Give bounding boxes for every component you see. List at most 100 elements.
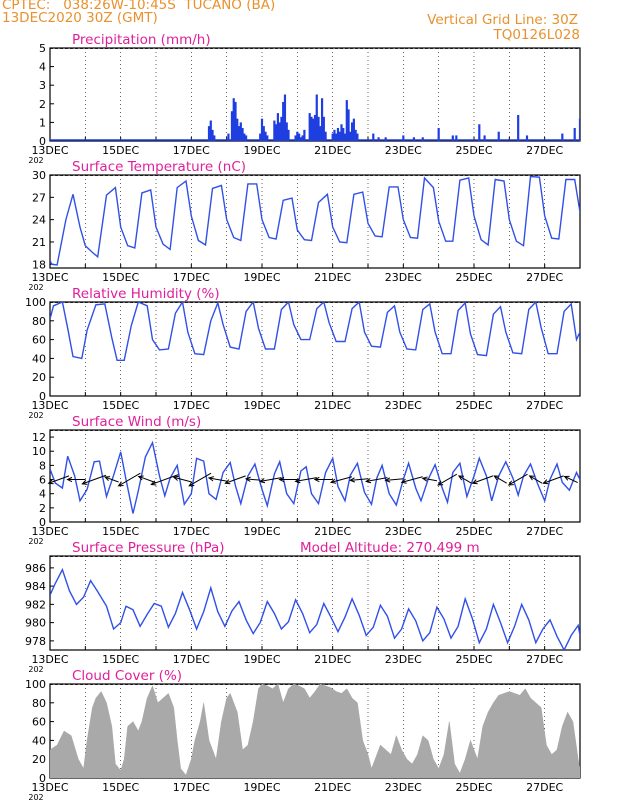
cloud-xtick-label: 19DEC xyxy=(243,781,280,794)
rh-xtick-label: 15DEC xyxy=(102,399,139,412)
wind-arrow-shaft xyxy=(508,473,528,486)
precip-bar xyxy=(236,118,239,141)
precip-bar xyxy=(207,126,211,141)
precip-ytick-label: 3 xyxy=(39,79,46,92)
wind-year-fragment: 202 xyxy=(28,537,43,546)
precip-bar xyxy=(296,131,299,141)
wind-arrow-shaft xyxy=(225,475,246,484)
precip-bar xyxy=(317,116,320,141)
precip-bar xyxy=(310,116,313,141)
rh-frame xyxy=(49,301,581,397)
precip-bar xyxy=(372,133,375,141)
precip-bar xyxy=(287,129,290,141)
precip-ytick-label: 2 xyxy=(39,98,46,111)
precip-xtick-label: 25DEC xyxy=(455,144,492,157)
wind-arrow-head xyxy=(66,476,73,483)
precip-xtick-label: 17DEC xyxy=(173,144,210,157)
temp-frame xyxy=(49,174,581,269)
rh-ytick-label: 40 xyxy=(32,352,46,365)
precip-bar xyxy=(402,135,405,141)
wind-arrow-shaft xyxy=(564,476,578,484)
precip-bar xyxy=(276,113,279,141)
precip-year-fragment: 202 xyxy=(28,156,43,165)
wind-arrow-head xyxy=(81,479,88,485)
wind-arrow-shaft xyxy=(104,476,119,483)
precip-bar xyxy=(578,118,580,141)
rh-xtick-label: 23DEC xyxy=(385,399,422,412)
precip-bar xyxy=(343,133,347,141)
wind-ytick-label: 6 xyxy=(39,474,46,487)
precip-bar xyxy=(243,133,246,141)
wind-arrow-head xyxy=(259,478,266,484)
wind-arrow-head xyxy=(507,480,514,486)
wind-frame xyxy=(49,429,581,523)
precip-bar xyxy=(227,133,230,141)
temp-ytick-label: 18 xyxy=(32,258,46,271)
wind-arrow-shaft xyxy=(330,476,353,483)
precip-bar xyxy=(280,116,283,141)
wind-arrow-head xyxy=(294,478,301,484)
wind-arrow-shaft xyxy=(118,472,141,487)
wind-arrow-shaft xyxy=(350,478,369,481)
press-ytick-label: 986 xyxy=(25,562,46,575)
precip-bar xyxy=(259,133,262,141)
cloud-ytick-label: 0 xyxy=(39,772,46,785)
press-panel xyxy=(49,555,581,651)
cloud-year-fragment: 202 xyxy=(28,793,43,800)
wind-ytick-label: 4 xyxy=(39,488,46,501)
precip-ytick-label: 1 xyxy=(39,116,46,129)
wind-arrow-head xyxy=(224,479,231,485)
header-model-code: TQ0126L028 xyxy=(493,27,580,43)
wind-arrow-shaft xyxy=(82,474,107,485)
wind-arrow-head xyxy=(437,480,444,486)
wind-arrow-head xyxy=(457,475,464,481)
precip-bar xyxy=(241,127,244,141)
precip-bar xyxy=(260,118,264,141)
precip-bar xyxy=(455,135,458,141)
cloud-ytick-label: 20 xyxy=(32,753,46,766)
precip-ytick-label: 4 xyxy=(39,61,46,74)
temp-xtick-label: 27DEC xyxy=(526,271,563,284)
press-xtick-label: 25DEC xyxy=(455,653,492,666)
temp-xtick-label: 21DEC xyxy=(314,271,351,284)
precip-bar xyxy=(303,129,306,141)
precip-ytick-label: 0 xyxy=(39,135,46,148)
precip-bar xyxy=(331,133,334,141)
rh-ytick-label: 60 xyxy=(32,334,46,347)
temp-panel xyxy=(49,174,581,269)
precip-bar xyxy=(451,135,454,141)
wind-arrow-shaft xyxy=(208,477,227,482)
press-xtick-label: 23DEC xyxy=(385,653,422,666)
precip-bar xyxy=(278,122,281,141)
wind-xtick-label: 25DEC xyxy=(455,525,492,538)
rh-xtick-label: 25DEC xyxy=(455,399,492,412)
wind-arrow-shaft xyxy=(529,475,543,484)
precip-bar xyxy=(356,133,359,141)
rh-xtick-label: 21DEC xyxy=(314,399,351,412)
wind-xtick-label: 21DEC xyxy=(314,525,351,538)
precip-bar xyxy=(497,131,500,141)
cloud-xtick-label: 13DEC xyxy=(31,781,68,794)
wind-arrow-head xyxy=(150,480,157,486)
wind-arrow-head xyxy=(137,475,144,481)
press-xtick-label: 13DEC xyxy=(31,653,68,666)
wind-arrow-head xyxy=(471,479,478,485)
cloud-xtick-label: 23DEC xyxy=(385,781,422,794)
precip-bar xyxy=(340,124,343,141)
precip-bar xyxy=(301,135,304,141)
temp-xtick-label: 19DEC xyxy=(243,271,280,284)
rh-ytick-label: 100 xyxy=(25,296,46,309)
wind-ytick-label: 8 xyxy=(39,459,46,472)
precip-title: Precipitation (mm/h) xyxy=(72,32,211,48)
wind-panel xyxy=(47,429,581,523)
rh-year-fragment: 202 xyxy=(28,411,43,420)
temp-xtick-label: 15DEC xyxy=(102,271,139,284)
precip-bar xyxy=(349,131,352,141)
precip-bar xyxy=(347,109,350,141)
temp-xtick-label: 17DEC xyxy=(173,271,210,284)
precip-bar xyxy=(345,100,348,141)
wind-arrow-shaft xyxy=(385,478,404,481)
precip-bar xyxy=(298,133,301,141)
press-xtick-label: 19DEC xyxy=(243,653,280,666)
